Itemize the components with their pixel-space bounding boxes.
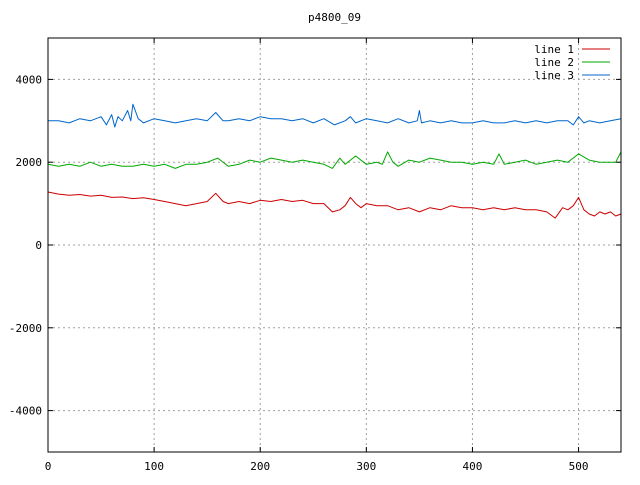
chart-title: p4800_09 [308,11,361,24]
series-group [47,103,622,219]
legend-label: line 3 [534,69,574,82]
legend-label: line 2 [534,56,574,69]
grid [48,38,621,452]
series-line-1 [47,191,622,219]
x-tick-label: 400 [463,460,483,473]
x-tick-label: 0 [45,460,52,473]
x-tick-label: 300 [356,460,376,473]
x-tick-label: 100 [144,460,164,473]
ticks: 0 100 200 300 400 500 -4000 -2000 0 2000 4000 [9,38,621,473]
x-tick-label: 200 [250,460,270,473]
y-tick-label: 4000 [16,73,43,86]
y-tick-label: -2000 [9,322,42,335]
series-line-2 [47,151,622,169]
y-tick-label: 2000 [16,156,43,169]
series-line-3 [48,103,622,128]
x-tick-label: 500 [569,460,589,473]
y-tick-label: 0 [35,239,42,252]
legend-label: line 1 [534,43,574,56]
y-tick-label: -4000 [9,405,42,418]
